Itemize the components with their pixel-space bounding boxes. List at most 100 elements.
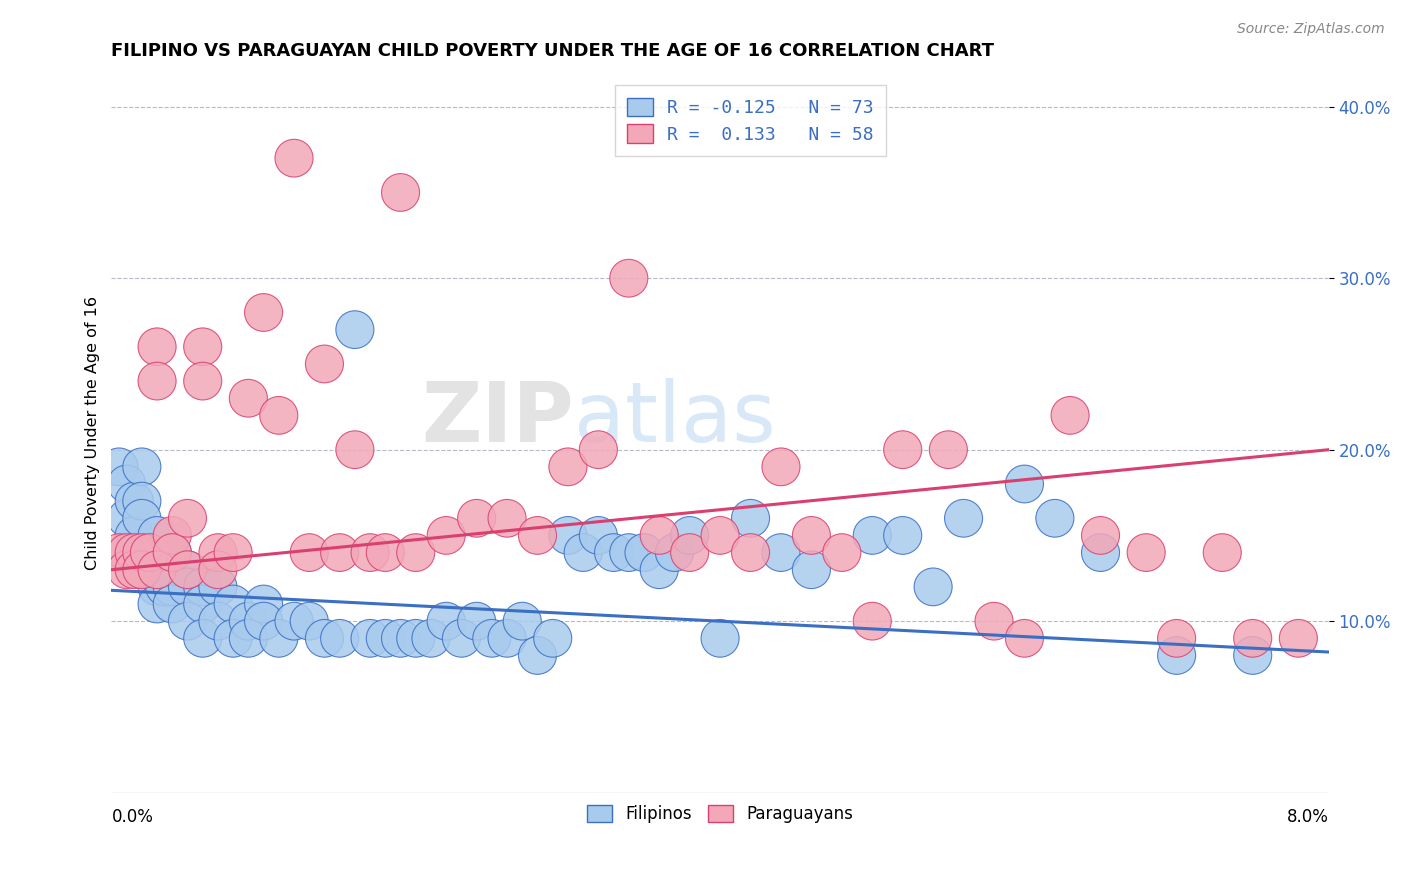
Ellipse shape — [579, 516, 617, 554]
Ellipse shape — [702, 619, 740, 657]
Ellipse shape — [457, 500, 496, 537]
Ellipse shape — [184, 328, 222, 366]
Ellipse shape — [138, 585, 176, 623]
Text: ZIP: ZIP — [422, 377, 574, 458]
Text: 0.0%: 0.0% — [111, 808, 153, 827]
Ellipse shape — [169, 500, 207, 537]
Ellipse shape — [381, 174, 419, 211]
Ellipse shape — [564, 533, 602, 572]
Ellipse shape — [229, 602, 267, 640]
Ellipse shape — [153, 533, 191, 572]
Ellipse shape — [260, 619, 298, 657]
Ellipse shape — [702, 516, 740, 554]
Ellipse shape — [336, 431, 374, 468]
Ellipse shape — [198, 602, 238, 640]
Ellipse shape — [245, 585, 283, 623]
Ellipse shape — [122, 448, 160, 486]
Ellipse shape — [534, 619, 572, 657]
Ellipse shape — [184, 362, 222, 400]
Ellipse shape — [169, 602, 207, 640]
Ellipse shape — [519, 637, 557, 674]
Ellipse shape — [100, 448, 138, 486]
Ellipse shape — [122, 551, 160, 589]
Ellipse shape — [1081, 516, 1119, 554]
Ellipse shape — [762, 448, 800, 486]
Ellipse shape — [352, 533, 389, 572]
Ellipse shape — [122, 483, 160, 520]
Ellipse shape — [1157, 619, 1195, 657]
Ellipse shape — [290, 533, 328, 572]
Ellipse shape — [367, 619, 405, 657]
Ellipse shape — [731, 533, 769, 572]
Ellipse shape — [671, 516, 709, 554]
Ellipse shape — [276, 139, 314, 177]
Ellipse shape — [579, 431, 617, 468]
Ellipse shape — [762, 533, 800, 572]
Ellipse shape — [321, 533, 359, 572]
Ellipse shape — [427, 602, 465, 640]
Ellipse shape — [412, 619, 450, 657]
Ellipse shape — [198, 551, 238, 589]
Ellipse shape — [884, 431, 922, 468]
Ellipse shape — [336, 310, 374, 349]
Ellipse shape — [1005, 619, 1043, 657]
Text: atlas: atlas — [574, 377, 776, 458]
Ellipse shape — [138, 551, 176, 589]
Ellipse shape — [146, 568, 184, 606]
Ellipse shape — [290, 602, 328, 640]
Ellipse shape — [548, 448, 586, 486]
Ellipse shape — [108, 551, 146, 589]
Ellipse shape — [184, 585, 222, 623]
Ellipse shape — [153, 568, 191, 606]
Ellipse shape — [793, 551, 831, 589]
Ellipse shape — [214, 585, 252, 623]
Ellipse shape — [974, 602, 1014, 640]
Ellipse shape — [519, 516, 557, 554]
Ellipse shape — [352, 619, 389, 657]
Ellipse shape — [245, 293, 283, 331]
Ellipse shape — [396, 619, 434, 657]
Ellipse shape — [198, 533, 238, 572]
Ellipse shape — [229, 379, 267, 417]
Ellipse shape — [305, 345, 343, 383]
Ellipse shape — [793, 516, 831, 554]
Ellipse shape — [260, 397, 298, 434]
Ellipse shape — [184, 568, 222, 606]
Ellipse shape — [929, 431, 967, 468]
Ellipse shape — [169, 551, 207, 589]
Ellipse shape — [671, 533, 709, 572]
Y-axis label: Child Poverty Under the Age of 16: Child Poverty Under the Age of 16 — [86, 295, 100, 569]
Ellipse shape — [1128, 533, 1166, 572]
Ellipse shape — [488, 500, 526, 537]
Ellipse shape — [443, 619, 481, 657]
Ellipse shape — [321, 619, 359, 657]
Ellipse shape — [138, 362, 176, 400]
Ellipse shape — [853, 602, 891, 640]
Ellipse shape — [115, 516, 153, 554]
Ellipse shape — [1279, 619, 1317, 657]
Ellipse shape — [138, 328, 176, 366]
Ellipse shape — [214, 533, 252, 572]
Legend: Filipinos, Paraguayans: Filipinos, Paraguayans — [575, 793, 865, 835]
Ellipse shape — [853, 516, 891, 554]
Ellipse shape — [914, 568, 952, 606]
Ellipse shape — [138, 516, 176, 554]
Ellipse shape — [488, 619, 526, 657]
Ellipse shape — [131, 551, 169, 589]
Ellipse shape — [108, 465, 146, 503]
Ellipse shape — [381, 619, 419, 657]
Ellipse shape — [1052, 397, 1090, 434]
Ellipse shape — [548, 516, 586, 554]
Ellipse shape — [731, 500, 769, 537]
Ellipse shape — [640, 516, 678, 554]
Ellipse shape — [122, 533, 160, 572]
Ellipse shape — [626, 533, 664, 572]
Ellipse shape — [884, 516, 922, 554]
Ellipse shape — [276, 602, 314, 640]
Ellipse shape — [503, 602, 541, 640]
Ellipse shape — [131, 533, 169, 572]
Ellipse shape — [138, 551, 176, 589]
Ellipse shape — [153, 516, 191, 554]
Ellipse shape — [457, 602, 496, 640]
Ellipse shape — [100, 533, 138, 572]
